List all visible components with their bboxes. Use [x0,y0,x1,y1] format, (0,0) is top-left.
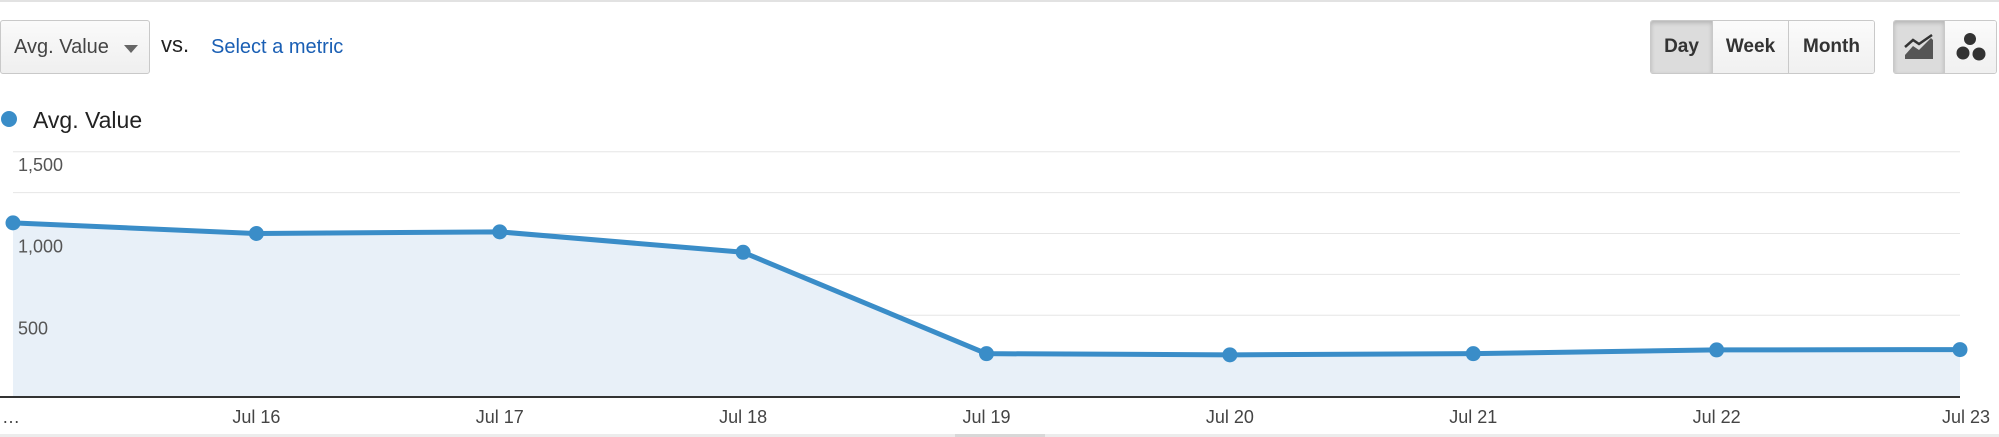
data-point [1465,346,1481,362]
data-point [248,226,264,241]
chart-type-toggle-group [1893,20,1997,74]
x-tick-label: Jul 23 [1942,407,1990,427]
data-point [1709,342,1725,358]
x-tick-label: Jul 17 [476,407,524,427]
data-point [979,346,994,362]
period-day-button[interactable]: Day [1651,21,1713,73]
legend-label: Avg. Value [33,107,143,133]
series-area-fill [13,222,1960,397]
period-week-button[interactable]: Week [1713,21,1789,73]
avg-value-chart: 1,500 1,000 500 … Jul 16 Jul 17 Jul 18 Jul 19 Ju… [0,151,1990,427]
period-toggle-group: Day Week Month [1650,20,1875,74]
x-tick-label: Jul 20 [1206,407,1254,427]
x-tick-label: Jul 21 [1449,407,1497,427]
x-tick-label: Jul 16 [232,407,280,427]
data-point [1222,347,1238,363]
chart-toolbar: Avg. Value vs. Select a metric Day Week … [0,20,1999,76]
metric-dropdown-value: Avg. Value [14,36,109,58]
y-tick-label: 500 [18,318,48,338]
x-tick-label: Jul 19 [962,407,1010,427]
scrollbar-thumb[interactable] [955,434,1045,437]
x-tick-label: Jul 18 [719,407,767,427]
y-tick-label: 1,500 [18,155,63,175]
line-chart-icon [1904,33,1933,59]
period-month-button[interactable]: Month [1789,21,1874,73]
y-tick-label: 1,000 [18,237,63,257]
top-divider [0,0,1999,2]
data-point [492,224,508,240]
line-chart-button[interactable] [1894,21,1945,73]
motion-chart-icon [1956,33,1985,61]
data-point [5,215,21,231]
x-tick-label: Jul 22 [1693,407,1741,427]
legend-swatch [1,111,17,127]
select-metric-link[interactable]: Select a metric [211,36,344,58]
metric-dropdown[interactable]: Avg. Value [0,20,150,74]
data-point [735,244,751,260]
vs-label: vs. [161,32,190,57]
motion-chart-button[interactable] [1945,21,1996,73]
x-tick-label: … [2,407,20,427]
data-point [1952,342,1968,358]
chevron-down-icon [124,45,138,53]
